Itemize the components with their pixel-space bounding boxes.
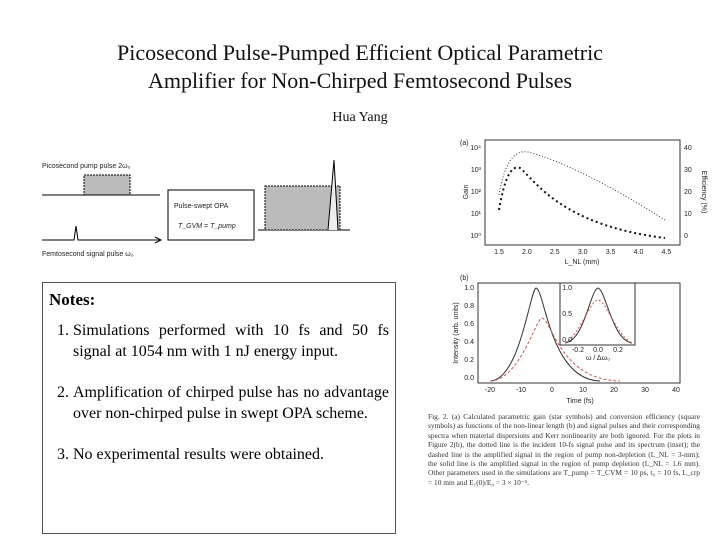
caption: Fig. 2. (a) Calculated parametric gain (… bbox=[428, 412, 700, 487]
diagram-label: Picosecond pump pulse 2ω₀ bbox=[42, 163, 131, 170]
plot-frame bbox=[484, 139, 681, 246]
diagram bbox=[42, 159, 350, 244]
inset-x-label: ω / Δω₀ bbox=[586, 355, 610, 362]
out-signal bbox=[327, 159, 339, 231]
x-tick-label: 2.5 bbox=[550, 249, 560, 256]
y2-tick-label: 0 bbox=[684, 233, 688, 240]
signal-pulse bbox=[42, 225, 160, 241]
x-tick-label: 10 bbox=[579, 387, 587, 394]
note: Simulations performed with 10 fs and 50 … bbox=[73, 320, 389, 362]
x-tick-label: 1.5 bbox=[494, 249, 504, 256]
y-tick-label: 0.2 bbox=[464, 357, 474, 364]
x-tick-label: 3.5 bbox=[606, 249, 616, 256]
y2-tick-label: 40 bbox=[684, 145, 692, 152]
author: Hua Yang bbox=[332, 110, 388, 125]
inset-curve bbox=[564, 287, 633, 344]
x-tick-label: 4.5 bbox=[662, 249, 672, 256]
inset-x-tick: 0.2 bbox=[613, 347, 623, 354]
note: Amplification of chirped pulse has no ad… bbox=[73, 382, 389, 424]
y-tick-label: 10³ bbox=[471, 167, 482, 174]
y-tick-label: 1.0 bbox=[464, 285, 474, 292]
y-tick-label: 10⁰ bbox=[470, 232, 481, 240]
y-tick-label: 0.0 bbox=[464, 375, 474, 382]
y2-tick-label: 30 bbox=[684, 167, 692, 174]
inset-curve bbox=[564, 299, 633, 344]
title-line: Amplifier for Non-Chirped Femtosecond Pu… bbox=[147, 68, 573, 93]
y-axis-label: Gain bbox=[463, 185, 470, 200]
y-tick-label: 10¹ bbox=[471, 211, 482, 218]
x-tick-label: 40 bbox=[672, 387, 680, 394]
notes-heading: Notes: bbox=[49, 290, 96, 309]
title-line: Picosecond Pulse-Pumped Efficient Optica… bbox=[117, 40, 603, 65]
panel-label: (a) bbox=[460, 140, 469, 147]
pump-pulse bbox=[83, 174, 131, 196]
diagram-label: T_GVM = T_pump bbox=[178, 223, 236, 230]
x-tick-label: 20 bbox=[610, 387, 618, 394]
y-tick-label: 0.8 bbox=[464, 303, 474, 310]
x-tick-label: 3.0 bbox=[578, 249, 588, 256]
solid-curve bbox=[489, 287, 601, 382]
note: No experimental results were obtained. bbox=[73, 444, 389, 465]
opa-box bbox=[167, 189, 255, 241]
notes-list: Simulations performed with 10 fs and 50 … bbox=[49, 320, 389, 465]
arrow bbox=[154, 236, 163, 244]
x-axis-label: L_NL (mm) bbox=[565, 259, 600, 266]
y2-tick-label: 20 bbox=[684, 189, 692, 196]
x-tick-label: 2.0 bbox=[522, 249, 532, 256]
panel-label: (b) bbox=[460, 275, 469, 282]
y-tick-label: 0.6 bbox=[464, 321, 474, 328]
gain-curve bbox=[498, 151, 666, 221]
x-tick-label: 30 bbox=[641, 387, 649, 394]
x-tick-label: 4.0 bbox=[634, 249, 644, 256]
x-axis-label: Time (fs) bbox=[566, 398, 593, 405]
diagram-label: Femtosecond signal pulse ω₀ bbox=[42, 251, 134, 258]
y-axis-label: Intensity (arb. units) bbox=[453, 302, 460, 363]
y-tick-label: 10² bbox=[471, 189, 482, 196]
inset-y-tick: 0.5 bbox=[562, 311, 572, 318]
x-tick-label: -10 bbox=[516, 387, 526, 394]
x-tick-label: -20 bbox=[485, 387, 495, 394]
x-tick-label: 0 bbox=[550, 387, 554, 394]
inset-y-tick: 0.0 bbox=[562, 337, 572, 344]
efficiency-curve bbox=[498, 166, 666, 239]
out-pump bbox=[264, 185, 341, 231]
y-tick-label: 0.4 bbox=[464, 339, 474, 346]
notes-box: Notes: Simulations performed with 10 fs … bbox=[42, 282, 396, 534]
y-tick-label: 10⁴ bbox=[470, 145, 481, 152]
inset-x-tick: -0.2 bbox=[572, 347, 584, 354]
inset-x-tick: 0.0 bbox=[593, 347, 603, 354]
inset-y-tick: 1.0 bbox=[562, 285, 572, 292]
inset-frame bbox=[559, 282, 636, 346]
y2-tick-label: 10 bbox=[684, 211, 692, 218]
y2-axis-label: Efficiency (%) bbox=[700, 171, 707, 214]
dashed-curve bbox=[489, 317, 621, 382]
diagram-label: Pulse-swept OPA bbox=[174, 203, 229, 210]
